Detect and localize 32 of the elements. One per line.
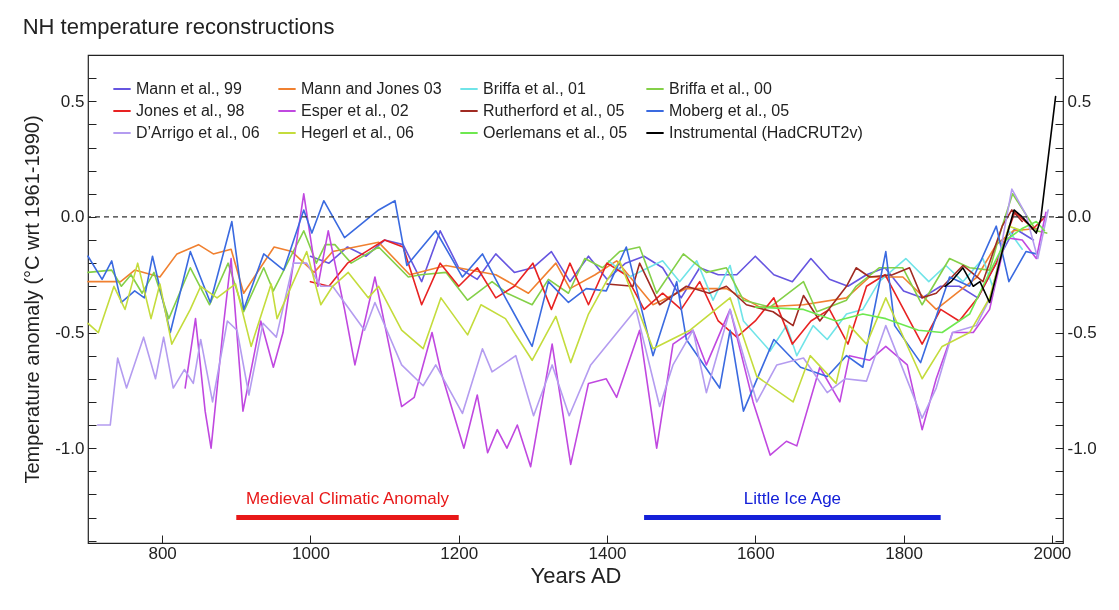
- legend-label: Instrumental (HadCRUT2v): [669, 124, 863, 141]
- legend-label: Briffa et al., 00: [669, 80, 772, 97]
- x-tick-label: 1400: [588, 543, 627, 563]
- legend-label: Rutherford et al., 05: [483, 102, 625, 119]
- legend-label: Mann and Jones 03: [301, 80, 442, 97]
- x-tick-label: 1000: [292, 543, 330, 563]
- legend-label: Oerlemans et al., 05: [483, 124, 628, 141]
- x-tick-label: 1800: [885, 543, 923, 563]
- legend-label: Briffa et al., 01: [483, 80, 586, 97]
- x-tick-label: 2000: [1033, 543, 1072, 563]
- y-axis-title: Temperature anomaly (°C wrt 1961-1990): [21, 115, 44, 484]
- x-tick-label: 1600: [736, 543, 775, 563]
- y-tick-label: -1.0: [55, 438, 85, 458]
- legend-label: Moberg et al., 05: [669, 102, 790, 119]
- x-tick-label: 800: [148, 543, 177, 563]
- annotation: Medieval Climatic Anomaly: [245, 488, 450, 508]
- legend-label: Hegerl et al., 06: [301, 124, 415, 141]
- y-tick-label: 0.0: [60, 207, 85, 227]
- legend-label: Mann et al., 99: [136, 80, 242, 97]
- annotation: Little Ice Age: [743, 488, 842, 508]
- y-tick-label: -0.5: [55, 323, 85, 343]
- x-axis-title: Years AD: [530, 562, 622, 588]
- legend-label: Esper et al., 02: [301, 102, 409, 119]
- y-tick-label: 0.5: [60, 91, 85, 111]
- y2-tick-label: 0.0: [1067, 207, 1092, 227]
- chart-title: NH temperature reconstructions: [22, 14, 335, 39]
- y2-tick-label: -0.5: [1067, 323, 1097, 343]
- legend-label: Jones et al., 98: [136, 102, 245, 119]
- y2-tick-label: 0.5: [1067, 91, 1092, 111]
- x-tick-label: 1200: [440, 543, 479, 563]
- y2-tick-label: -1.0: [1067, 438, 1097, 458]
- legend-label: D’Arrigo et al., 06: [136, 124, 260, 141]
